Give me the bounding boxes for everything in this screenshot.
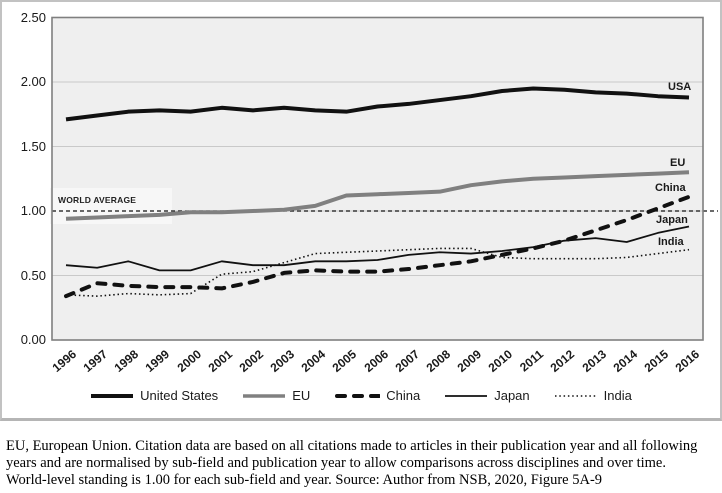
plot-area-background xyxy=(52,17,703,340)
chart-inner: 2.50 2.00 1.50 1.00 0.50 0.00 1996 1997 1998 199… xyxy=(2,2,720,418)
series-end-label-eu: EU xyxy=(670,157,686,169)
legend-sample-eu-line xyxy=(243,393,286,398)
legend-label-eu: EU xyxy=(292,388,311,403)
world-average-label: WORLD AVERAGE xyxy=(58,195,137,205)
legend-item-japan: Japan xyxy=(444,388,530,403)
legend-label-india: India xyxy=(603,388,632,403)
legend-item-united-states: United States xyxy=(90,388,218,403)
citation-impact-chart: 2.50 2.00 1.50 1.00 0.50 0.00 1996 1997 1998 199… xyxy=(0,0,722,421)
y-tick-label-2.50: 2.50 xyxy=(20,9,46,25)
legend-sample-china-line xyxy=(335,393,381,398)
legend: United States EU China xyxy=(2,388,720,403)
legend-sample-united-states-line xyxy=(91,393,134,398)
caption-line-1: EU, European Union. Citation data are ba… xyxy=(6,438,698,454)
series-line-india xyxy=(65,247,690,297)
chart-canvas xyxy=(50,16,718,341)
series-line-united-states xyxy=(65,86,690,122)
series-lines xyxy=(64,86,691,299)
plot-area-frame xyxy=(51,16,704,341)
y-tick-label-2.00: 2.00 xyxy=(20,74,46,89)
legend-label-united-states: United States xyxy=(140,388,219,403)
y-tick-label-0.00: 0.00 xyxy=(20,332,46,347)
legend-label-china: China xyxy=(386,388,421,403)
legend-label-japan: Japan xyxy=(494,388,530,403)
legend-sample-india-line xyxy=(554,394,597,397)
legend-item-india: India xyxy=(554,388,632,403)
series-line-japan xyxy=(65,225,690,272)
figure-caption: EU, European Union. Citation data are ba… xyxy=(6,438,718,489)
y-tick-label-1.50: 1.50 xyxy=(20,138,46,154)
caption-line-2: years and are normalised by sub-field an… xyxy=(6,455,666,471)
series-line-china xyxy=(64,194,691,299)
series-end-label-china: China xyxy=(655,182,686,194)
legend-item-china: China xyxy=(334,388,420,403)
series-end-label-usa: USA xyxy=(668,81,692,93)
y-tick-label-0.50: 0.50 xyxy=(20,267,46,283)
series-line-eu xyxy=(65,170,690,221)
legend-sample-japan-line xyxy=(445,394,488,397)
caption-line-3: World-level standing is 1.00 for each su… xyxy=(6,472,603,488)
series-end-label-japan: Japan xyxy=(656,214,688,226)
series-end-label-india: India xyxy=(658,236,684,248)
legend-item-eu: EU xyxy=(242,388,310,403)
y-tick-label-1.00: 1.00 xyxy=(20,203,46,218)
